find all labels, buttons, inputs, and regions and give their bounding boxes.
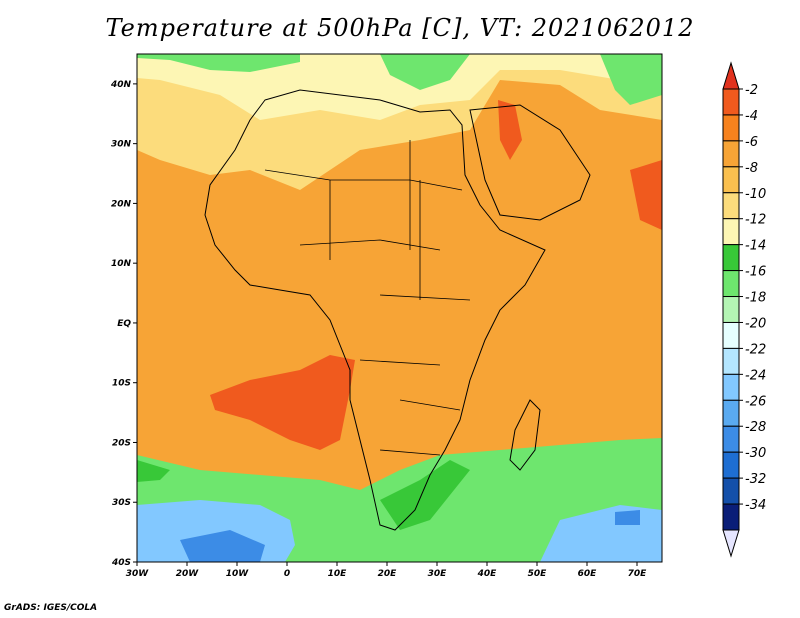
lon-tick-label: 30E (428, 569, 448, 579)
map-title: Temperature at 500hPa [C], VT: 202106201… (105, 14, 695, 42)
lon-tick-label: 0 (284, 569, 290, 579)
africa-coastline (204, 89, 546, 531)
colorbar-label: -26 (745, 394, 766, 409)
colorbar-label: -32 (745, 472, 766, 487)
colorbar-swatch (722, 477, 740, 505)
colorbar-label: -2 (745, 83, 758, 98)
field-region-southern-deepblue (180, 510, 640, 562)
colorbar-label: -28 (745, 420, 766, 435)
grads-credit: GrADS: IGES/COLA (4, 603, 98, 613)
colorbar-swatch (722, 192, 740, 220)
lon-tick-label: 10W (226, 569, 250, 579)
colorbar-swatch (722, 321, 740, 349)
lat-tick-label: 30S (112, 498, 131, 508)
colorbar-label: -18 (745, 291, 766, 306)
colorbar-label: -4 (745, 109, 758, 124)
lat-tick-label: 40N (110, 80, 132, 90)
colorbar-swatch (722, 114, 740, 142)
lat-tick-label: EQ (117, 319, 131, 329)
colorbar-label: -6 (745, 135, 758, 150)
field-region-southern-darkgreen (137, 460, 470, 530)
colorbar-swatch (722, 347, 740, 375)
colorbar-label: -16 (745, 265, 766, 280)
arabia-coastline (469, 104, 591, 221)
lon-tick-label: 50E (528, 569, 548, 579)
lon-tick-label: 20E (378, 569, 398, 579)
colorbar-label: -30 (745, 446, 766, 461)
colorbar-swatch (722, 296, 740, 323)
field-region-north-cold-green (137, 54, 662, 105)
colorbar-top-arrow (722, 61, 740, 90)
field-region-warm-arabia (498, 100, 522, 160)
colorbar-label: -10 (745, 187, 766, 202)
lon-tick-label: 30W (126, 569, 150, 579)
lon-tick-label: 20W (176, 569, 200, 579)
colorbar-label: -34 (745, 498, 766, 513)
madagascar-coastline (509, 399, 541, 471)
colorbar-bottom-arrow (722, 529, 740, 558)
temperature-field (137, 54, 662, 562)
colorbar-swatch (722, 166, 740, 194)
field-region-warm-india (630, 160, 662, 230)
colorbar-label: -14 (745, 239, 766, 254)
lat-tick-label: 20N (111, 199, 132, 209)
lon-tick-label: 60E (578, 569, 598, 579)
colorbar-swatch (722, 503, 740, 531)
field-region-gulf-pale (137, 54, 662, 120)
colorbar-swatch (722, 218, 740, 246)
borders (264, 140, 471, 456)
lat-tick-label: 30N (111, 140, 132, 150)
colorbar-swatch (722, 451, 740, 479)
colorbar: -2 -4 -6 -8 -10 -12 -14 -16 -18 -20 -22 -24 -26 -28 -3… (722, 61, 766, 558)
map-axes: 30W 20W 10W 0 10E 20E 30E 40E 50E 60E 70E 40N 30N 20N… (110, 80, 647, 579)
colorbar-label: -8 (745, 161, 758, 176)
lon-tick-label: 10E (328, 569, 348, 579)
colorbar-label: -20 (745, 316, 766, 331)
lat-tick-label: 40S (111, 558, 131, 568)
colorbar-swatch (722, 88, 740, 116)
lon-tick-label: 40E (477, 569, 498, 579)
lat-tick-label: 10N (111, 259, 132, 269)
map-frame (136, 53, 663, 563)
lat-tick-label: 10S (112, 379, 131, 389)
colorbar-swatch (722, 425, 740, 453)
colorbar-swatch (722, 399, 740, 427)
coastlines (204, 89, 591, 531)
lon-tick-label: 70E (628, 569, 648, 579)
colorbar-swatch (722, 140, 740, 168)
lat-tick-label: 20S (112, 438, 131, 448)
colorbar-label: -24 (745, 368, 766, 383)
field-region-warm-atlantic (210, 355, 355, 450)
colorbar-swatch (722, 244, 740, 272)
colorbar-label: -22 (745, 342, 766, 357)
colorbar-swatch (722, 270, 740, 298)
field-region-southern-blue (137, 500, 662, 562)
colorbar-label: -12 (745, 213, 766, 228)
colorbar-swatch (722, 373, 740, 401)
